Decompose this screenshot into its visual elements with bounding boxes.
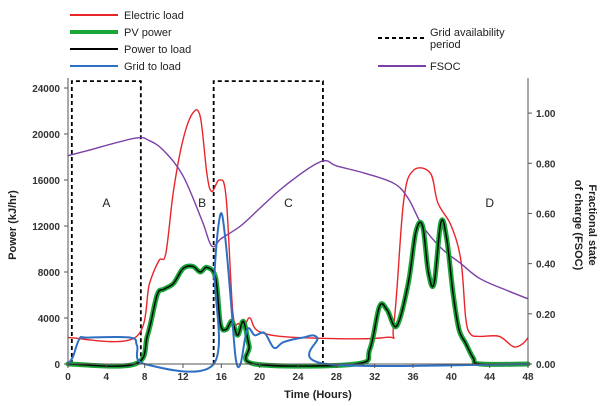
legend-label-fsoc: FSOC [430, 61, 461, 73]
legend-label-grid-to-load: Grid to load [124, 61, 181, 73]
y-right-tick-label: 0.80 [536, 159, 556, 170]
y-left-tick-label: 24000 [32, 84, 60, 95]
region-labels: A B C D [102, 196, 494, 210]
x-tick-label: 4 [104, 372, 110, 383]
y-axis-right-label: Fractional stateof charge (FSOC) [572, 180, 598, 271]
y-left-tick-label: 4000 [38, 314, 61, 325]
tick-labels: 0 4 8 12 16 20 24 28 32 36 40 44 4804000800012000160… [32, 84, 556, 383]
legend: Electric load PV power Power to load Grid t… [70, 10, 505, 73]
y-left-tick-label: 16000 [32, 176, 60, 187]
legend-label-power-to-load: Power to load [124, 44, 191, 56]
y-axis-right-label-line-1: Fractional state [586, 184, 598, 265]
region-label-c: C [284, 196, 293, 210]
region-label-b: B [198, 196, 206, 210]
x-tick-label: 40 [446, 372, 458, 383]
y-right-tick-label: 0.60 [536, 209, 556, 220]
series-lines [65, 108, 531, 373]
region-label-d: D [485, 196, 494, 210]
y-right-tick-label: 0.00 [536, 360, 556, 371]
legend-label-pv-power: PV power [124, 27, 172, 39]
y-left-tick-label: 0 [54, 360, 60, 371]
x-tick-label: 24 [292, 372, 304, 383]
y-right-tick-label: 0.20 [536, 310, 556, 321]
region-label-a: A [102, 196, 110, 210]
legend-label-grid-availability-period: Grid availability period [430, 27, 505, 51]
axes [64, 78, 532, 368]
legend-label-line-1: Grid availability [430, 27, 505, 39]
x-tick-label: 48 [522, 372, 534, 383]
x-tick-label: 8 [142, 372, 148, 383]
y-right-tick-label: 1.00 [536, 109, 556, 120]
y-left-tick-label: 8000 [38, 268, 61, 279]
grid-availability-period-1 [70, 80, 142, 364]
series-line-electric-load [67, 108, 529, 348]
grid-availability-periods [70, 80, 324, 364]
x-axis-label: Time (Hours) [284, 389, 352, 401]
y-left-tick-label: 20000 [32, 130, 60, 141]
x-tick-label: 36 [407, 372, 419, 383]
y-axis-left-label: Power (kJ/hr) [7, 190, 19, 260]
x-tick-label: 0 [65, 372, 71, 383]
x-tick-label: 28 [331, 372, 343, 383]
series-line-grid-to-load [67, 212, 529, 373]
y-axis-right-label-line-2: of charge (FSOC) [572, 180, 584, 271]
series-line-power-to-load [67, 219, 529, 367]
x-tick-label: 12 [177, 372, 189, 383]
y-right-tick-label: 0.40 [536, 260, 556, 271]
grid-availability-period-2 [212, 80, 324, 364]
x-tick-label: 20 [254, 372, 266, 383]
legend-label-line-2: period [430, 39, 461, 51]
legend-label-electric-load: Electric load [124, 10, 184, 22]
series-line-fsoc [67, 136, 529, 300]
x-tick-label: 44 [484, 372, 496, 383]
y-left-tick-label: 12000 [32, 222, 60, 233]
x-tick-label: 32 [369, 372, 381, 383]
x-tick-label: 16 [216, 372, 228, 383]
